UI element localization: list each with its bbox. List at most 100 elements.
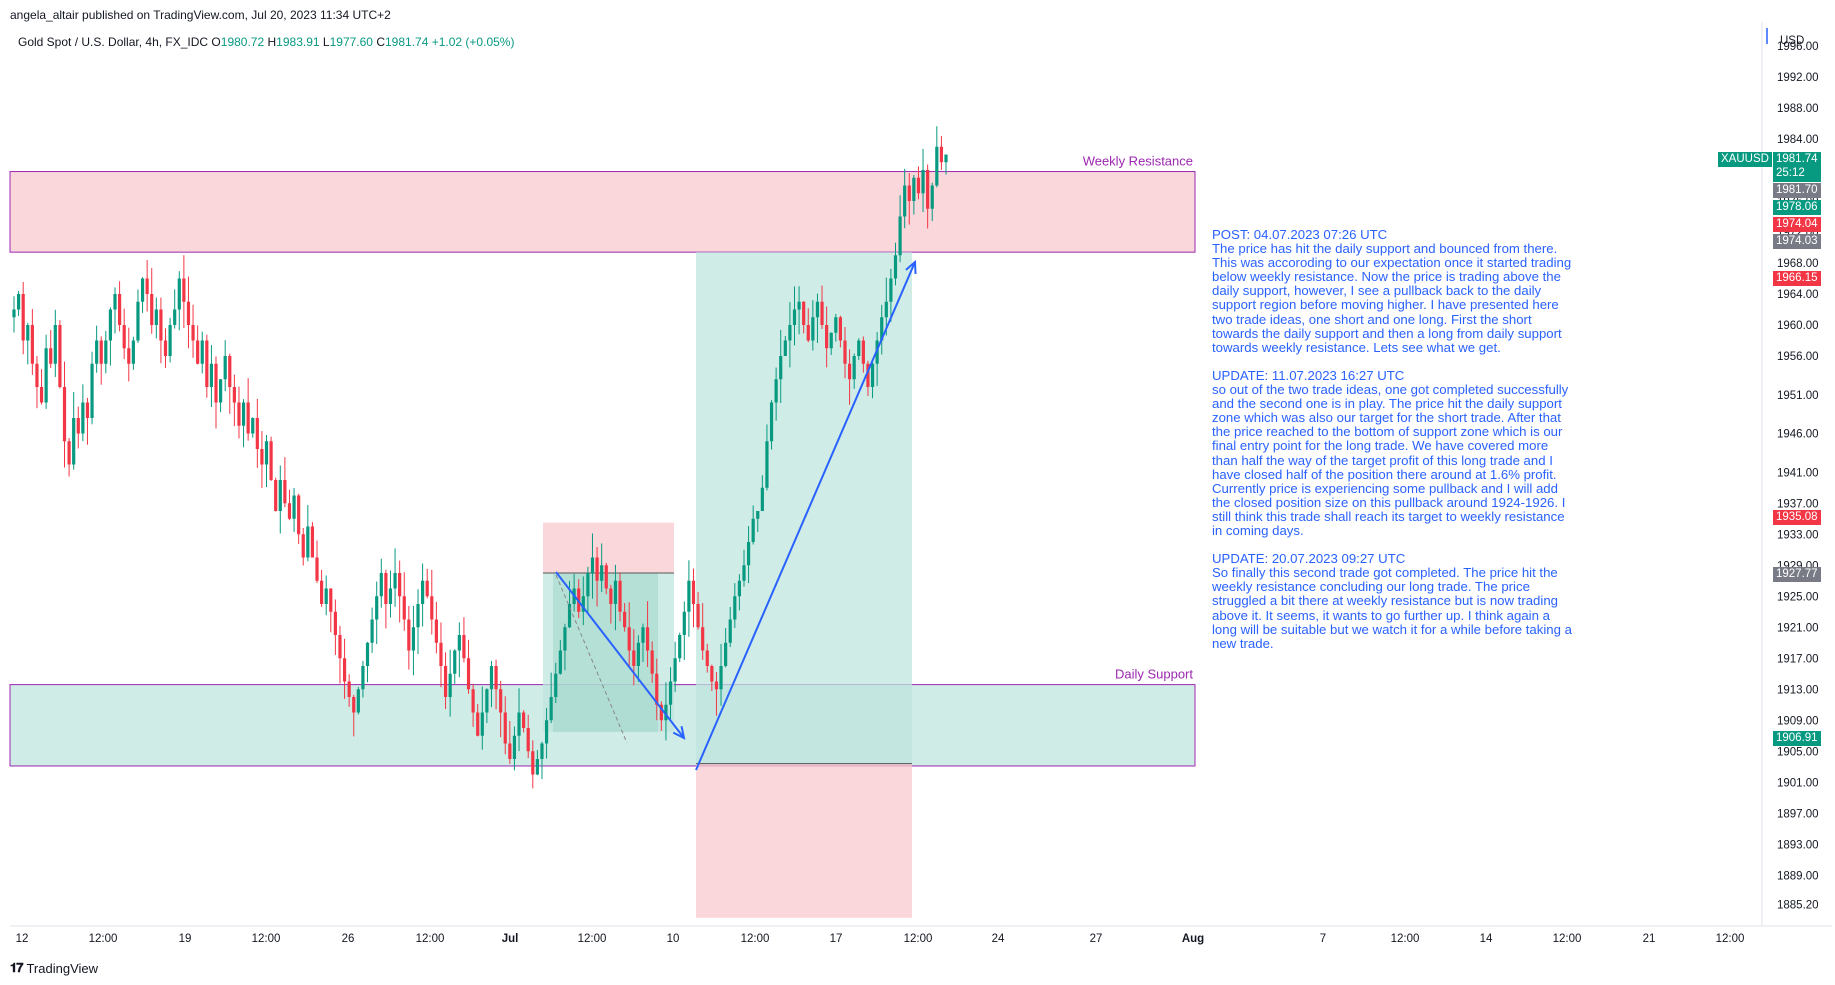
candle-body (719, 666, 723, 690)
candle-body (241, 402, 246, 426)
candle-body (870, 363, 875, 387)
candle-body (200, 340, 204, 364)
candle-body (127, 348, 131, 364)
candle-body (205, 340, 209, 387)
candle-body (44, 348, 48, 403)
y-tick-label: 1889.00 (1777, 870, 1819, 882)
candle-body (774, 379, 778, 403)
symbol-title[interactable]: Gold Spot / U.S. Dollar, 4h, FX_IDC (18, 35, 209, 49)
candle-body (526, 728, 530, 752)
candle-body (586, 573, 590, 597)
candle-body (595, 557, 599, 581)
candle-body (196, 340, 200, 364)
price-badge: 1935.08 (1773, 510, 1821, 525)
candle-body (852, 356, 856, 380)
candle-body (131, 340, 135, 364)
candle-body (301, 534, 305, 558)
short-position-fill (553, 573, 658, 732)
candle-body (802, 301, 806, 325)
y-tick-label: 1946.00 (1777, 429, 1819, 441)
candle-body (641, 627, 645, 643)
candle-body (508, 743, 512, 759)
candle-body (627, 627, 631, 651)
candle-body (756, 511, 760, 519)
candle-body (191, 325, 195, 341)
x-tick-label: 10 (667, 933, 680, 945)
candle-body (558, 650, 562, 674)
candle-body (921, 170, 925, 194)
candle-body (563, 627, 567, 651)
x-tick-label: 12 (16, 933, 29, 945)
weekly-resistance-label: Weekly Resistance (1083, 154, 1193, 169)
candle-body (724, 642, 728, 666)
candle-body (903, 185, 907, 217)
candle-body (163, 340, 168, 356)
x-tick-label: 14 (1480, 933, 1493, 945)
x-tick-label: 27 (1090, 933, 1103, 945)
candle-body (838, 317, 843, 341)
open-label: O (211, 35, 221, 49)
candle-body (687, 580, 691, 612)
y-tick-label: 1964.00 (1777, 289, 1819, 301)
y-tick-label: 1951.00 (1777, 390, 1819, 402)
tradingview-brand-label: TradingView (26, 960, 99, 976)
candle-body (926, 170, 930, 209)
weekly-resistance-zone[interactable] (9, 171, 1196, 253)
publisher-line: angela_altair published on TradingView.c… (10, 8, 391, 22)
candle-body (857, 340, 861, 356)
candle-body (779, 356, 783, 380)
candle-body (255, 418, 259, 449)
candle-body (453, 650, 457, 674)
candle-body (297, 495, 301, 535)
candle-body (379, 573, 383, 597)
long-position-risk[interactable] (696, 763, 912, 918)
candle-body (742, 565, 746, 581)
candle-body (421, 580, 425, 604)
candle-body (39, 387, 44, 403)
price-badge: 1974.04 (1773, 217, 1821, 232)
candle-body (590, 557, 595, 573)
candle-body (655, 673, 659, 705)
tradingview-brand[interactable]: 𝟏𝟕 TradingView (10, 960, 98, 976)
x-tick-label: 12:00 (89, 933, 118, 945)
candle-body (99, 340, 103, 364)
candle-body (182, 278, 186, 302)
candle-body (150, 294, 154, 325)
y-tick-label: 1893.00 (1777, 839, 1819, 851)
candle-body (223, 356, 227, 380)
x-tick-label: 7 (1320, 933, 1326, 945)
price-badge: 1981.70 (1773, 183, 1821, 198)
y-tick-label: 1909.00 (1777, 715, 1819, 727)
candle-body (85, 402, 90, 418)
candle-body (544, 720, 549, 744)
candle-body (209, 363, 214, 387)
short-position-risk[interactable] (543, 522, 674, 573)
candle-body (861, 340, 865, 364)
candle-body (365, 642, 370, 666)
candle-body (347, 681, 351, 697)
candle-body (274, 480, 278, 511)
long-trade-arrow[interactable] (695, 261, 916, 771)
x-tick-label: Aug (1182, 933, 1204, 945)
candle-body (636, 642, 640, 666)
candle-body (159, 309, 163, 341)
y-tick-label: 1905.00 (1777, 746, 1819, 758)
candle-body (678, 635, 682, 659)
short-trade-arrow[interactable] (555, 571, 685, 739)
long-position-target[interactable] (696, 252, 912, 764)
candle-body (237, 402, 241, 426)
price-badge: 1966.15 (1773, 271, 1821, 286)
x-tick-label: 19 (179, 933, 192, 945)
candle-body (104, 340, 108, 364)
x-tick-label: 12:00 (741, 933, 770, 945)
x-tick-label: 12:00 (578, 933, 607, 945)
candle-body (352, 697, 356, 713)
candle-body (503, 712, 507, 744)
currency-label: USD (1780, 35, 1804, 47)
candle-body (246, 402, 250, 434)
candle-body (820, 301, 824, 325)
candle-body (494, 666, 498, 690)
candle-body (673, 658, 677, 682)
candle-body (705, 650, 709, 666)
